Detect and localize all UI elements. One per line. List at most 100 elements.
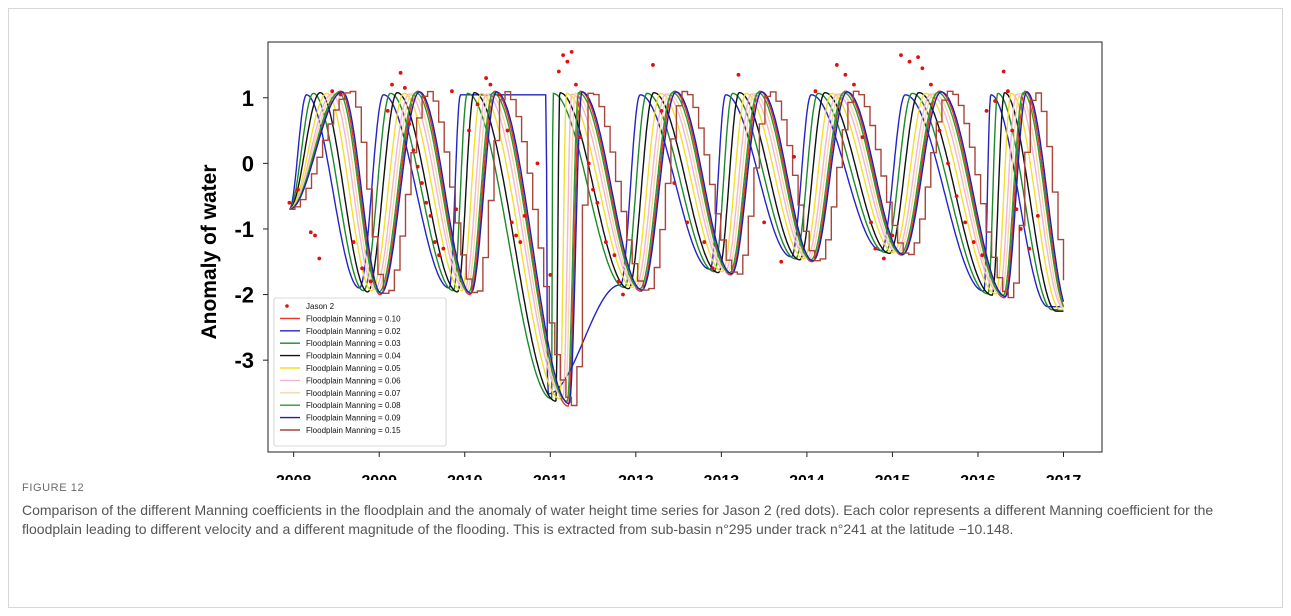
jason2-point — [317, 256, 322, 261]
jason2-point — [548, 272, 553, 277]
jason2-point — [595, 200, 600, 205]
legend-label: Floodplain Manning = 0.03 — [306, 339, 401, 348]
jason2-point — [779, 259, 784, 264]
jason2-point — [1001, 69, 1006, 74]
legend-label: Floodplain Manning = 0.07 — [306, 389, 401, 398]
jason2-point — [402, 86, 407, 90]
legend-marker-jason2 — [285, 304, 289, 308]
jason2-point — [424, 200, 429, 205]
jason2-point — [993, 99, 997, 103]
legend-label: Floodplain Manning = 0.02 — [306, 327, 401, 336]
jason2-point — [980, 253, 985, 258]
jason2-point — [432, 240, 437, 244]
y-tick-label: -3 — [234, 348, 254, 373]
legend-box — [273, 297, 447, 447]
y-tick-label: 1 — [242, 86, 254, 111]
legend-label: Floodplain Manning = 0.04 — [306, 352, 401, 361]
jason2-point — [497, 92, 501, 97]
x-tick-label: 2008 — [276, 473, 312, 480]
jason2-point — [411, 148, 416, 153]
jason2-point — [873, 246, 878, 251]
jason2-point — [518, 240, 523, 244]
jason2-point — [360, 266, 364, 271]
x-tick-label: 2014 — [789, 473, 825, 480]
jason2-point — [621, 292, 625, 297]
jason2-point — [454, 207, 459, 212]
jason2-point — [407, 122, 412, 126]
legend-label: Floodplain Manning = 0.15 — [306, 426, 401, 435]
jason2-point — [1018, 227, 1023, 231]
jason2-point — [792, 154, 796, 159]
legend-label-jason2: Jason 2 — [306, 302, 335, 311]
jason2-point — [398, 70, 403, 75]
jason2-point — [385, 108, 390, 113]
jason2-point — [659, 108, 664, 113]
jason2-point — [907, 59, 912, 64]
jason2-point — [899, 53, 903, 58]
jason2-point — [954, 194, 959, 199]
legend-label: Floodplain Manning = 0.09 — [306, 414, 401, 423]
jason2-point — [561, 53, 566, 58]
jason2-point — [565, 59, 570, 64]
jason2-point — [1014, 207, 1019, 212]
jason2-point — [702, 240, 707, 244]
jason2-point — [415, 164, 420, 169]
jason2-point — [475, 102, 480, 107]
series-line-7 — [289, 91, 1065, 402]
jason2-point — [1027, 246, 1032, 251]
jason2-point — [651, 63, 655, 67]
series-line-8 — [289, 91, 1065, 405]
jason2-point — [514, 233, 518, 238]
series-line-1 — [288, 93, 1064, 395]
series-line-9 — [289, 90, 1065, 407]
jason2-point — [428, 213, 433, 218]
jason2-point — [937, 128, 942, 133]
jason2-point — [390, 82, 394, 87]
jason2-point — [946, 161, 950, 166]
jason2-point — [890, 233, 895, 238]
jason2-point — [338, 92, 343, 97]
jason2-point — [522, 213, 527, 218]
jason2-point — [929, 82, 933, 87]
jason2-point — [612, 253, 617, 258]
x-tick-label: 2015 — [875, 473, 911, 480]
jason2-point — [556, 69, 561, 74]
jason2-point — [313, 233, 317, 238]
jason2-point — [685, 220, 690, 225]
x-tick-label: 2016 — [960, 473, 996, 480]
jason2-point — [569, 49, 574, 54]
legend-label: Floodplain Manning = 0.05 — [306, 364, 401, 373]
jason2-point — [509, 220, 514, 225]
jason2-point — [484, 76, 489, 80]
y-tick-label: -1 — [234, 217, 254, 242]
jason2-point — [591, 187, 595, 192]
jason2-point — [813, 89, 818, 94]
jason2-point — [603, 240, 608, 244]
jason2-point — [296, 187, 300, 192]
jason2-point — [672, 181, 677, 185]
jason2-point — [287, 200, 292, 205]
jason2-point — [351, 240, 356, 244]
jason2-point — [616, 279, 621, 284]
y-tick-label: -2 — [234, 283, 254, 308]
x-tick-label: 2009 — [361, 473, 397, 480]
jason2-point — [467, 128, 471, 133]
jason2-point — [852, 82, 856, 87]
jason2-point — [586, 161, 591, 166]
jason2-point — [971, 240, 976, 244]
figure-caption: Comparison of the different Manning coef… — [22, 502, 1214, 537]
jason2-point — [420, 181, 424, 185]
y-axis-label: Anomaly of water — [198, 164, 221, 339]
x-tick-label: 2010 — [447, 473, 483, 480]
jason2-point — [984, 108, 989, 113]
jason2-point — [308, 230, 313, 235]
series-line-2 — [289, 92, 1064, 400]
jason2-point — [488, 82, 493, 87]
jason2-point — [881, 256, 886, 261]
jason2-point — [505, 128, 510, 133]
jason2-point — [450, 89, 454, 94]
series-line-3 — [289, 91, 1064, 402]
x-tick-label: 2013 — [704, 473, 740, 480]
figure-frame — [8, 8, 1283, 608]
jason2-point — [963, 220, 968, 225]
